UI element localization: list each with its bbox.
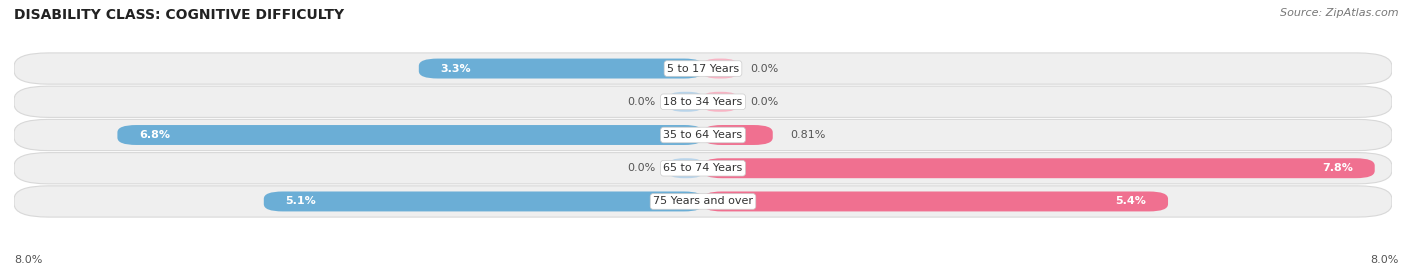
FancyBboxPatch shape: [264, 191, 703, 211]
Text: DISABILITY CLASS: COGNITIVE DIFFICULTY: DISABILITY CLASS: COGNITIVE DIFFICULTY: [14, 8, 344, 22]
Text: 8.0%: 8.0%: [14, 255, 42, 265]
Text: 8.0%: 8.0%: [1371, 255, 1399, 265]
FancyBboxPatch shape: [669, 92, 703, 112]
Text: 5.4%: 5.4%: [1115, 197, 1146, 207]
FancyBboxPatch shape: [419, 59, 703, 79]
FancyBboxPatch shape: [117, 125, 703, 145]
Text: 35 to 64 Years: 35 to 64 Years: [664, 130, 742, 140]
FancyBboxPatch shape: [703, 158, 1375, 178]
FancyBboxPatch shape: [703, 191, 1168, 211]
Text: 0.81%: 0.81%: [790, 130, 825, 140]
Text: 3.3%: 3.3%: [440, 63, 471, 73]
FancyBboxPatch shape: [703, 59, 738, 79]
FancyBboxPatch shape: [14, 86, 1392, 117]
Text: 18 to 34 Years: 18 to 34 Years: [664, 97, 742, 107]
Text: 0.0%: 0.0%: [627, 97, 655, 107]
Text: 5 to 17 Years: 5 to 17 Years: [666, 63, 740, 73]
FancyBboxPatch shape: [14, 153, 1392, 184]
Text: 65 to 74 Years: 65 to 74 Years: [664, 163, 742, 173]
Text: 0.0%: 0.0%: [751, 63, 779, 73]
Text: 0.0%: 0.0%: [751, 97, 779, 107]
FancyBboxPatch shape: [669, 158, 703, 178]
Text: 7.8%: 7.8%: [1322, 163, 1353, 173]
FancyBboxPatch shape: [703, 125, 773, 145]
FancyBboxPatch shape: [14, 119, 1392, 151]
FancyBboxPatch shape: [14, 53, 1392, 84]
Text: 6.8%: 6.8%: [139, 130, 170, 140]
Text: 5.1%: 5.1%: [285, 197, 316, 207]
Text: Source: ZipAtlas.com: Source: ZipAtlas.com: [1281, 8, 1399, 18]
FancyBboxPatch shape: [703, 92, 738, 112]
Text: 75 Years and over: 75 Years and over: [652, 197, 754, 207]
Text: 0.0%: 0.0%: [627, 163, 655, 173]
FancyBboxPatch shape: [14, 186, 1392, 217]
